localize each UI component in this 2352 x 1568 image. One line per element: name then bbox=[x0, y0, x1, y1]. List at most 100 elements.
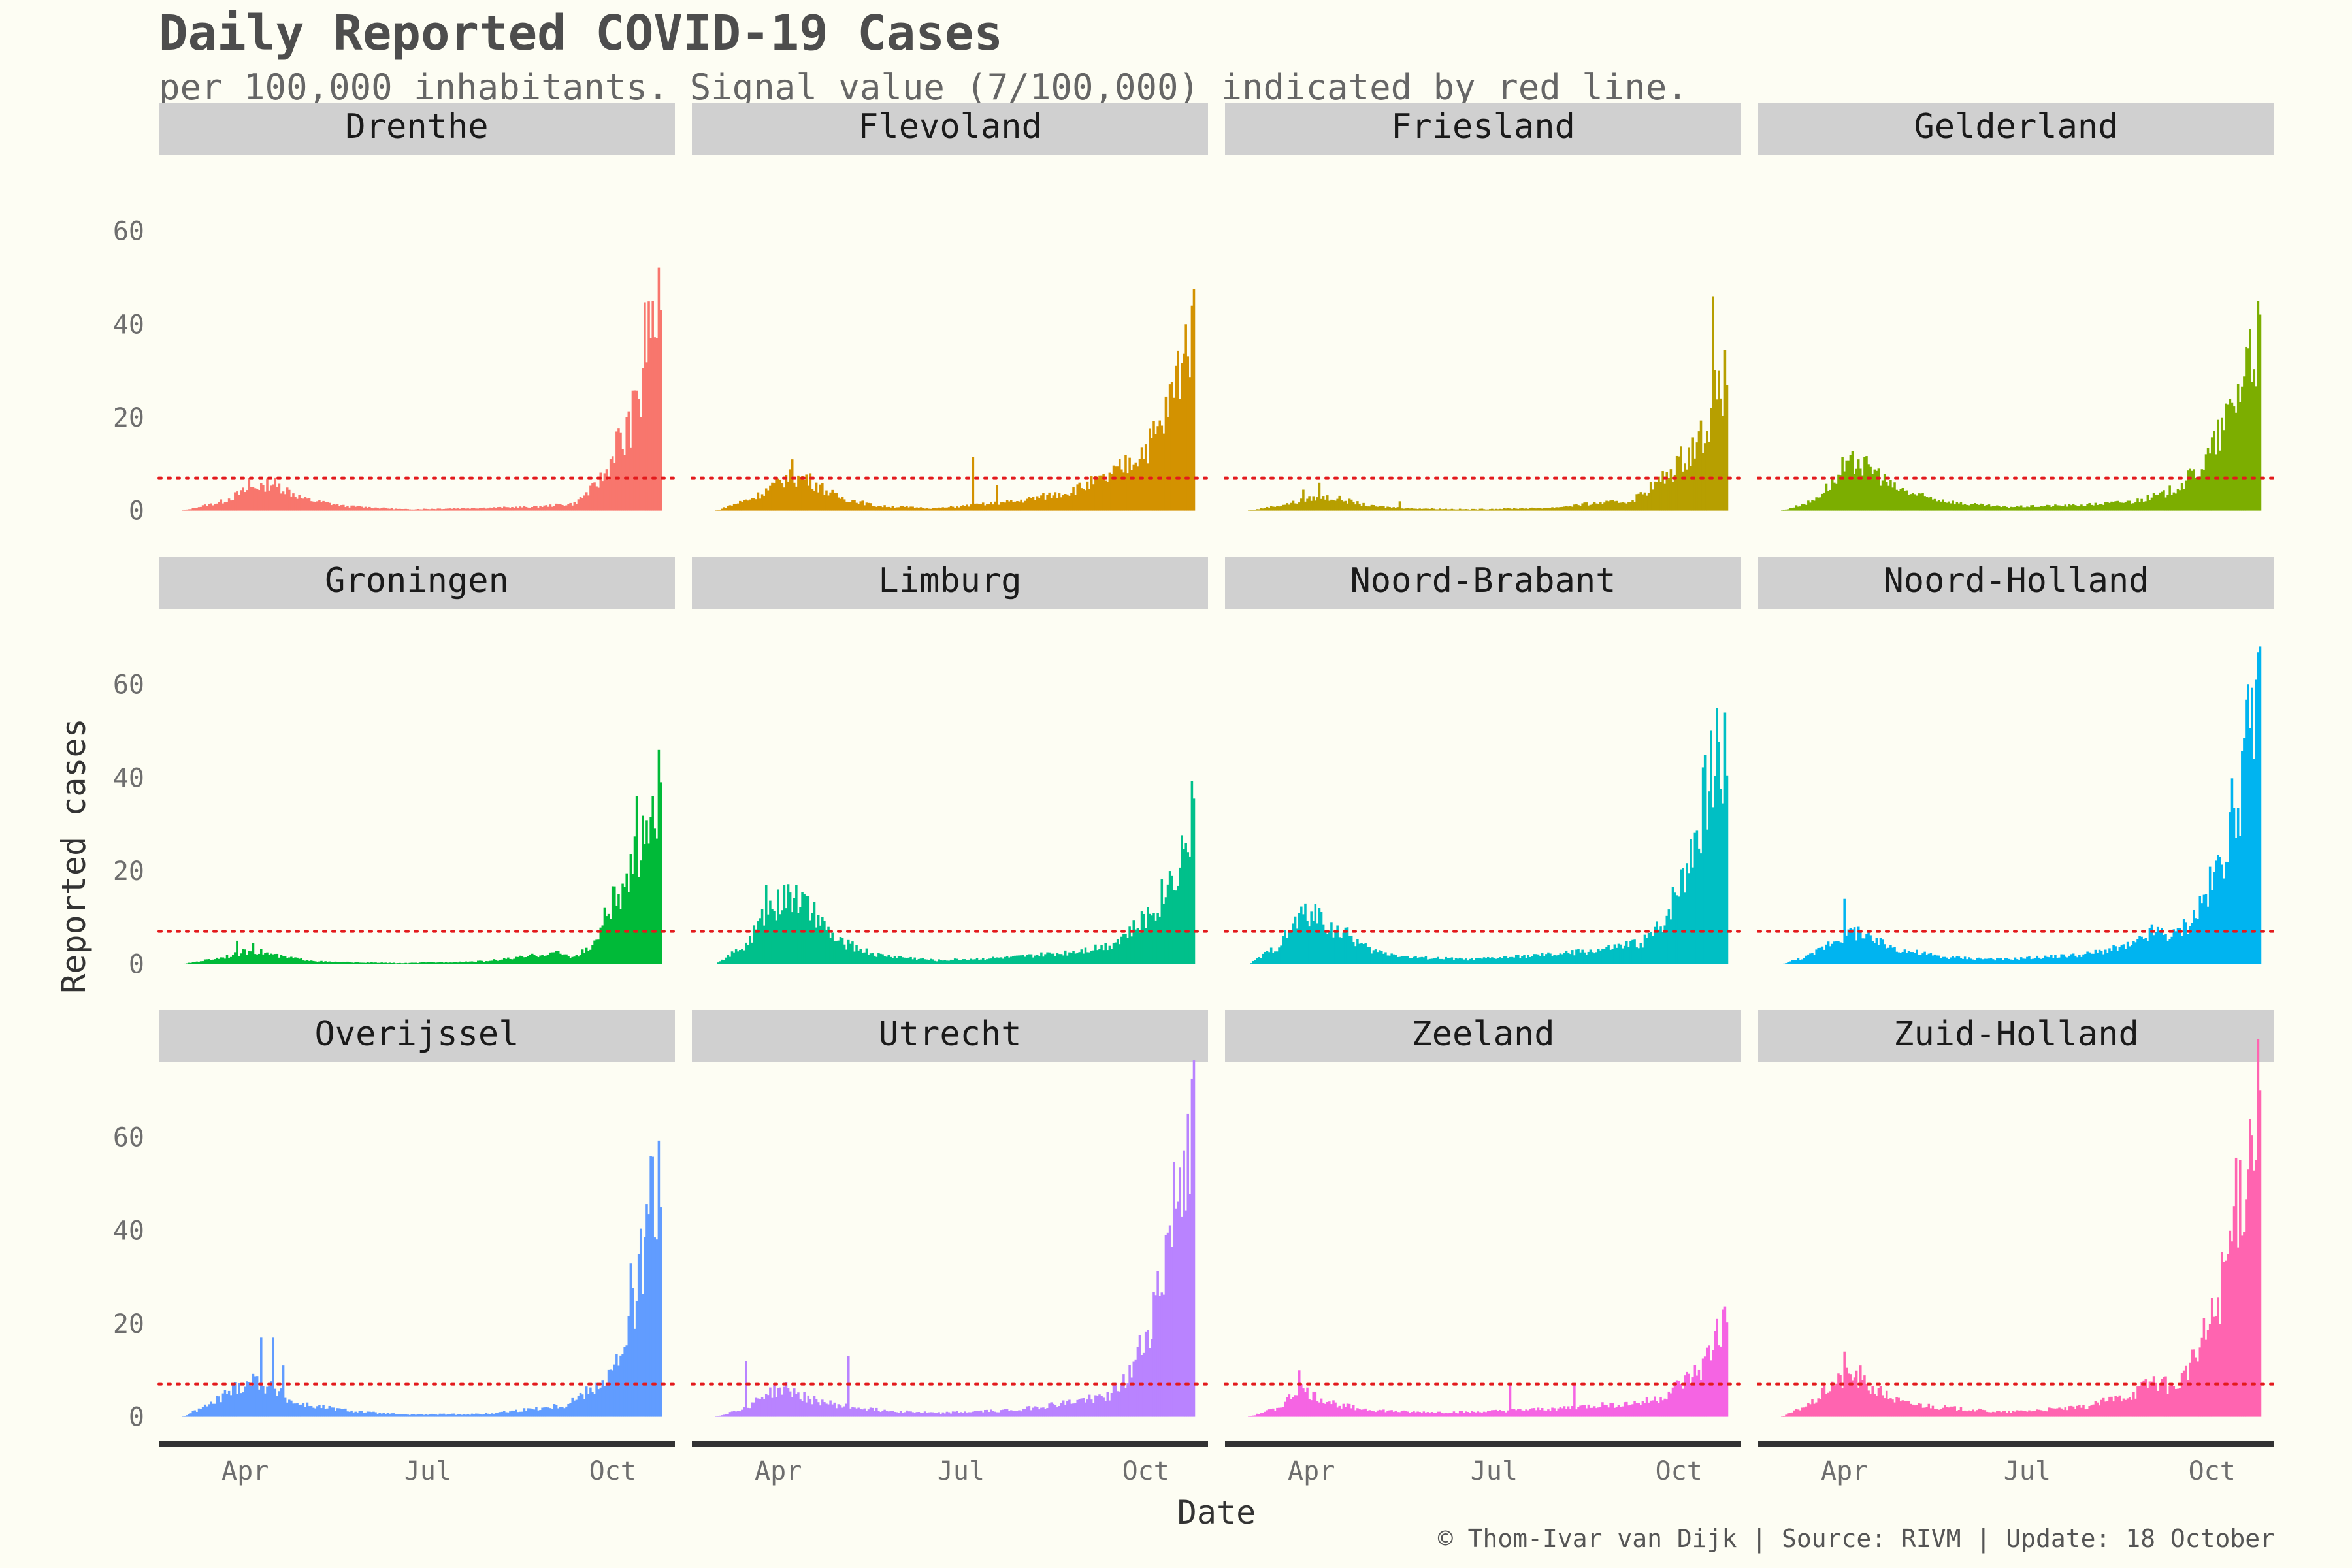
bar bbox=[1635, 947, 1638, 964]
bar bbox=[2140, 936, 2143, 964]
bar bbox=[1318, 482, 1321, 511]
bar bbox=[2040, 506, 2043, 511]
bar bbox=[2154, 1382, 2157, 1417]
bar bbox=[1537, 508, 1540, 511]
bar bbox=[1837, 474, 1840, 511]
bar bbox=[1499, 508, 1501, 511]
bar bbox=[1901, 1400, 1904, 1417]
bar bbox=[1549, 953, 1552, 964]
bar bbox=[2012, 507, 2015, 511]
bar bbox=[1893, 947, 1896, 964]
bar bbox=[300, 1404, 303, 1417]
bar bbox=[809, 473, 812, 511]
bar bbox=[1426, 508, 1429, 511]
bar bbox=[1098, 1394, 1101, 1417]
bar bbox=[1647, 932, 1650, 964]
bar bbox=[1352, 942, 1355, 964]
bar bbox=[1002, 958, 1005, 964]
bar bbox=[2088, 952, 2091, 964]
bar bbox=[463, 1414, 466, 1417]
bar bbox=[1699, 420, 1703, 511]
bar bbox=[539, 506, 542, 511]
facet-strip bbox=[1225, 103, 1741, 155]
bar bbox=[2102, 504, 2105, 511]
bar bbox=[1078, 482, 1081, 511]
bar bbox=[1543, 956, 1546, 964]
bar bbox=[811, 489, 814, 511]
bar bbox=[2112, 1401, 2115, 1417]
bar bbox=[364, 962, 367, 964]
bar bbox=[390, 508, 393, 511]
bar bbox=[625, 417, 628, 511]
bar bbox=[649, 1156, 652, 1417]
bar bbox=[1130, 1377, 1133, 1417]
bar bbox=[2180, 483, 2183, 511]
bar bbox=[1060, 497, 1063, 511]
bar bbox=[2076, 1405, 2079, 1417]
bar bbox=[855, 502, 858, 511]
bar bbox=[1064, 494, 1067, 511]
bar bbox=[427, 962, 429, 964]
bar bbox=[356, 506, 359, 511]
bar bbox=[823, 1402, 826, 1417]
bar bbox=[2144, 501, 2148, 511]
bar bbox=[334, 961, 337, 964]
bar bbox=[1603, 502, 1606, 511]
bar bbox=[1629, 502, 1632, 511]
bar bbox=[1916, 495, 1918, 511]
bar bbox=[623, 455, 626, 511]
bar bbox=[1024, 956, 1027, 964]
bar bbox=[404, 508, 407, 511]
bar bbox=[250, 487, 253, 511]
bar bbox=[2144, 938, 2148, 964]
bar bbox=[342, 1409, 345, 1417]
bar bbox=[597, 487, 600, 511]
bar bbox=[1703, 755, 1707, 964]
bar bbox=[1935, 1409, 1938, 1417]
bar bbox=[1725, 1322, 1729, 1417]
bar bbox=[1052, 495, 1055, 511]
bar bbox=[1573, 955, 1576, 964]
bar bbox=[304, 960, 307, 964]
bar bbox=[1619, 502, 1622, 511]
bar bbox=[1278, 1407, 1281, 1417]
bar bbox=[212, 1403, 214, 1417]
bar bbox=[1404, 1411, 1407, 1417]
bar bbox=[2187, 470, 2189, 511]
bar bbox=[1827, 1392, 1830, 1417]
bar bbox=[260, 949, 263, 964]
bar bbox=[1701, 767, 1705, 964]
bar bbox=[1944, 1405, 1946, 1417]
bar bbox=[615, 905, 618, 964]
bar bbox=[1695, 830, 1699, 964]
bar bbox=[519, 1411, 522, 1417]
bar bbox=[811, 1404, 814, 1417]
bar bbox=[869, 953, 872, 964]
bar bbox=[1716, 1318, 1718, 1417]
bar bbox=[1411, 508, 1413, 511]
bar bbox=[1789, 961, 1791, 964]
facet-bars bbox=[715, 781, 1196, 964]
bar bbox=[1005, 1409, 1009, 1417]
bar bbox=[1454, 509, 1458, 511]
bar bbox=[565, 505, 568, 511]
bar bbox=[1583, 952, 1586, 964]
bar bbox=[759, 918, 762, 964]
bar bbox=[547, 1407, 550, 1417]
bar bbox=[1106, 1392, 1109, 1417]
bar bbox=[1312, 496, 1315, 511]
bar bbox=[2206, 1330, 2210, 1417]
bar bbox=[2064, 504, 2067, 511]
bar bbox=[2064, 1407, 2067, 1417]
bar bbox=[260, 1337, 263, 1417]
bar bbox=[1539, 956, 1542, 964]
bar bbox=[1883, 1398, 1886, 1417]
bar bbox=[1179, 867, 1181, 964]
bar bbox=[1909, 1403, 1912, 1417]
bar bbox=[1460, 1411, 1463, 1417]
bar bbox=[859, 1409, 862, 1417]
bar bbox=[485, 961, 487, 964]
bar bbox=[875, 506, 878, 511]
bar bbox=[1136, 928, 1139, 964]
bar bbox=[1835, 1383, 1838, 1417]
